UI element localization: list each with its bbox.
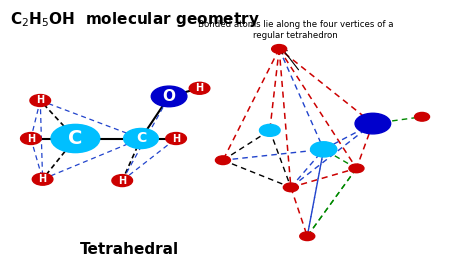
Text: Bonded atoms lie along the four vertices of a
regular tetrahedron: Bonded atoms lie along the four vertices… [198,20,393,40]
Circle shape [283,183,298,192]
Circle shape [30,94,51,106]
Text: H: H [27,134,35,143]
Text: O: O [163,89,175,104]
Text: C: C [68,129,82,148]
Circle shape [51,124,100,153]
Circle shape [20,132,41,145]
Text: H: H [195,83,204,93]
Text: H: H [38,174,46,184]
Circle shape [112,175,133,186]
Text: H: H [36,96,44,106]
Circle shape [189,82,210,94]
Circle shape [151,86,187,107]
Text: Tetrahedral: Tetrahedral [80,242,179,257]
Circle shape [310,142,337,157]
Circle shape [32,173,53,185]
Circle shape [300,232,315,240]
Text: C: C [136,132,146,145]
Text: C$_2$H$_5$OH  molecular geometry: C$_2$H$_5$OH molecular geometry [10,10,259,29]
Text: H: H [118,176,126,186]
Circle shape [415,112,429,121]
Text: H: H [172,134,180,143]
Circle shape [216,156,230,165]
Circle shape [259,124,280,136]
Circle shape [124,129,158,148]
Circle shape [355,113,391,134]
Circle shape [272,45,287,53]
Circle shape [349,164,364,173]
Circle shape [166,132,186,145]
